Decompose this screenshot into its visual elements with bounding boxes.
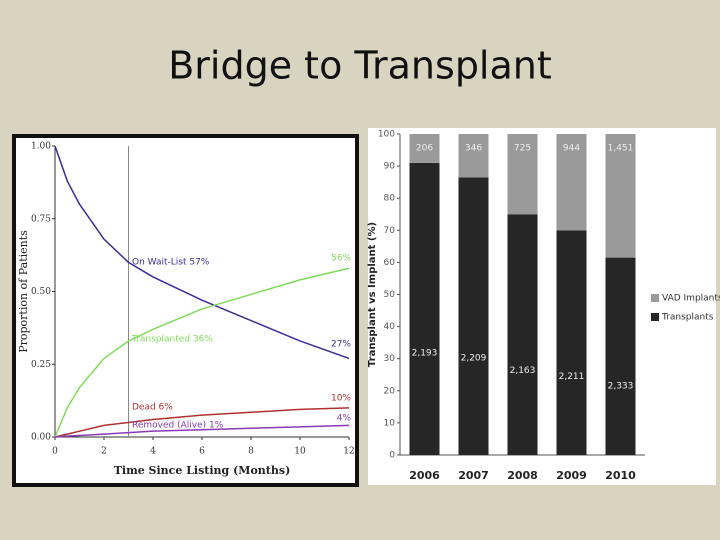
y-tick-label: 40 xyxy=(384,322,396,332)
y-axis-label: Transplant vs Implant (%) xyxy=(367,222,378,367)
series-label: Removed (Alive) 1% xyxy=(132,421,224,431)
x-tick-label: 2008 xyxy=(507,469,538,482)
count-label: 2,193 xyxy=(412,348,438,358)
x-tick-label: 2009 xyxy=(556,469,587,482)
bar-segment xyxy=(556,230,587,455)
count-label: 2,211 xyxy=(559,372,585,382)
series-label: Dead 6% xyxy=(132,403,173,413)
legend-label: Transplants xyxy=(661,313,714,323)
y-tick-label: 0.25 xyxy=(31,360,51,370)
line-series xyxy=(54,145,350,360)
y-tick-label: 20 xyxy=(384,386,396,396)
y-tick-label: 1.00 xyxy=(31,142,51,152)
y-tick-label: 30 xyxy=(384,354,396,364)
y-tick-label: 90 xyxy=(384,162,396,172)
x-tick-label: 2010 xyxy=(605,469,636,482)
end-label: 56% xyxy=(331,254,351,264)
y-tick-label: 0 xyxy=(389,451,395,461)
x-tick-label: 8 xyxy=(248,447,254,457)
y-tick-label: 0.00 xyxy=(31,433,51,443)
slide-title: Bridge to Transplant xyxy=(168,44,552,88)
count-label: 1,451 xyxy=(608,144,634,154)
y-tick-label: 50 xyxy=(384,290,396,300)
x-tick-label: 10 xyxy=(294,447,306,457)
x-tick-label: 2 xyxy=(101,447,107,457)
bar-segment xyxy=(458,134,489,178)
bar-segment xyxy=(507,134,538,215)
count-label: 206 xyxy=(416,144,433,154)
x-axis-label: Time Since Listing (Months) xyxy=(114,464,291,477)
bar-segment xyxy=(458,177,489,455)
series-label: On Wait-List 57% xyxy=(132,258,210,268)
bar-segment xyxy=(409,134,440,163)
x-tick-label: 2007 xyxy=(458,469,489,482)
y-tick-label: 0.75 xyxy=(31,214,51,224)
x-tick-label: 4 xyxy=(150,447,156,457)
legend-label: VAD Implants xyxy=(662,294,720,304)
x-tick-label: 0 xyxy=(52,447,58,457)
count-label: 944 xyxy=(563,144,580,154)
end-label: 27% xyxy=(331,340,351,350)
bar-segment xyxy=(507,214,538,455)
y-tick-label: 80 xyxy=(384,194,396,204)
bar-segment xyxy=(409,162,440,455)
line-series xyxy=(54,267,350,438)
count-label: 2,333 xyxy=(608,381,634,391)
y-tick-label: 0.50 xyxy=(31,287,51,297)
bar-segment xyxy=(605,257,636,455)
left-chart-frame xyxy=(12,134,359,487)
bar-segment xyxy=(556,134,587,231)
line-series xyxy=(54,424,350,438)
y-axis-label: Proportion of Patients xyxy=(17,230,30,353)
y-tick-label: 10 xyxy=(384,418,396,428)
y-tick-label: 60 xyxy=(384,258,396,268)
legend-swatch xyxy=(651,313,659,321)
x-tick-label: 6 xyxy=(199,447,205,457)
y-tick-label: 70 xyxy=(384,226,396,236)
end-label: 4% xyxy=(337,414,352,424)
line-series xyxy=(54,407,350,438)
legend-swatch xyxy=(651,294,659,302)
count-label: 346 xyxy=(465,144,482,154)
y-tick-label: 100 xyxy=(378,130,395,140)
count-label: 2,163 xyxy=(510,366,536,376)
count-label: 2,209 xyxy=(461,353,487,363)
end-label: 10% xyxy=(331,394,351,404)
x-tick-label: 2006 xyxy=(409,469,440,482)
bar-segment xyxy=(605,134,636,258)
x-tick-label: 12 xyxy=(343,447,354,457)
count-label: 725 xyxy=(514,144,531,154)
series-label: Transplanted 36% xyxy=(131,335,213,345)
